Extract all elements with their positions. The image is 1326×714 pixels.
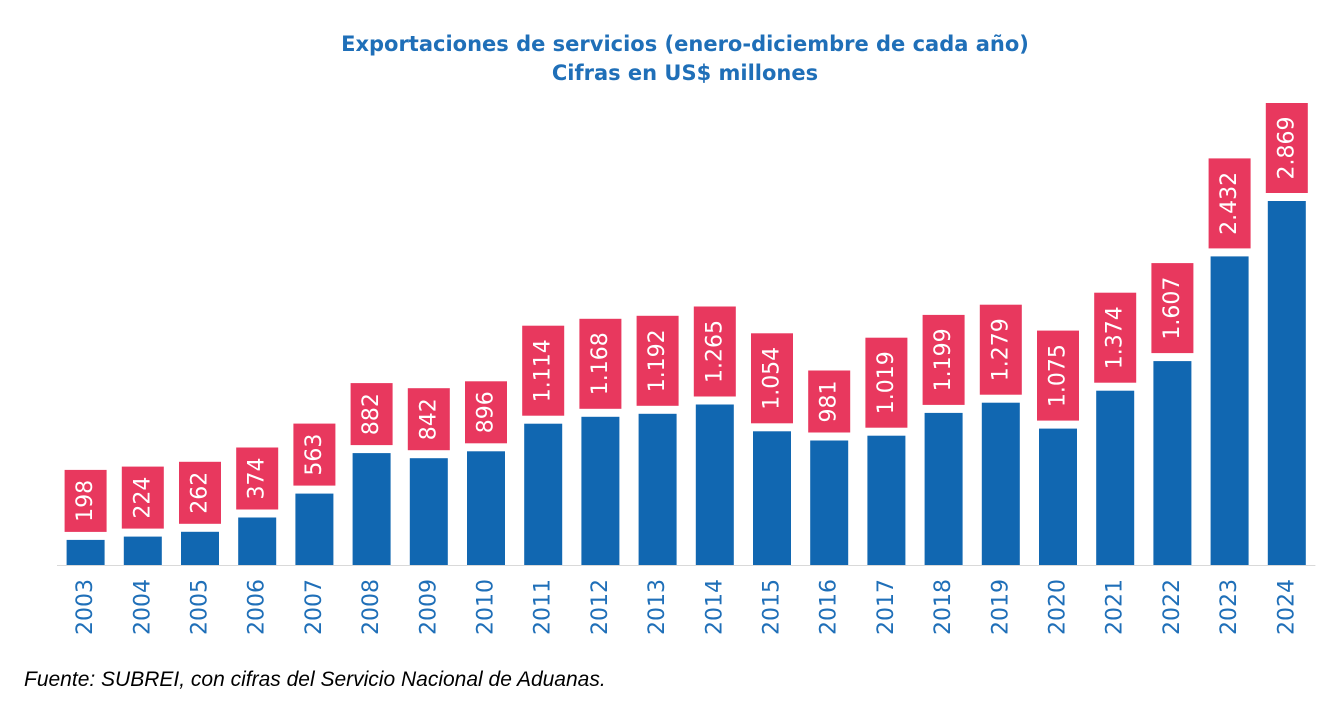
x-tick-label-2022: 2022 bbox=[1160, 579, 1185, 635]
data-label-box-2022 bbox=[1151, 263, 1194, 354]
bar-2007 bbox=[295, 493, 334, 565]
x-tick-label-2017: 2017 bbox=[874, 579, 899, 635]
data-label-2023: 2.432 bbox=[1217, 172, 1242, 235]
data-label-box-2014 bbox=[693, 306, 736, 397]
bar-2023 bbox=[1210, 256, 1249, 565]
data-label-box-2020 bbox=[1037, 330, 1079, 421]
bar-2004 bbox=[123, 536, 162, 565]
x-tick-label-2014: 2014 bbox=[702, 579, 727, 635]
x-tick-label-2012: 2012 bbox=[588, 579, 613, 635]
x-tick-label-2007: 2007 bbox=[302, 579, 327, 635]
bar-2013 bbox=[638, 413, 677, 565]
data-label-2015: 1.054 bbox=[760, 347, 785, 410]
data-label-box-2004 bbox=[121, 466, 164, 529]
data-label-box-2003 bbox=[64, 469, 107, 532]
x-tick-label-2023: 2023 bbox=[1217, 579, 1242, 635]
data-label-2018: 1.199 bbox=[931, 328, 956, 391]
bar-chart: 198 2003 224 2004 262 2005 374 2006 563 2007 882 20… bbox=[57, 103, 1316, 635]
data-label-2005: 262 bbox=[188, 472, 213, 514]
data-label-2021: 1.374 bbox=[1103, 306, 1128, 369]
data-label-box-2013 bbox=[636, 315, 679, 406]
data-label-box-2017 bbox=[865, 337, 908, 428]
chart-title: Exportaciones de servicios (enero-diciem… bbox=[341, 32, 1029, 56]
data-label-2010: 896 bbox=[474, 391, 499, 433]
data-label-2022: 1.607 bbox=[1160, 277, 1185, 340]
data-label-box-2019 bbox=[979, 304, 1022, 395]
x-tick-label-2005: 2005 bbox=[188, 579, 213, 635]
data-label-2009: 842 bbox=[416, 398, 441, 440]
bar-2024 bbox=[1267, 201, 1306, 565]
data-label-box-2015 bbox=[751, 333, 793, 424]
data-label-box-2023 bbox=[1208, 158, 1251, 249]
x-tick-label-2009: 2009 bbox=[416, 579, 441, 635]
bar-2010 bbox=[467, 451, 505, 565]
data-label-box-2009 bbox=[407, 388, 450, 451]
x-tick-label-2020: 2020 bbox=[1046, 579, 1071, 635]
bar-2022 bbox=[1153, 361, 1192, 565]
data-label-2020: 1.075 bbox=[1046, 344, 1071, 407]
data-label-2012: 1.168 bbox=[588, 332, 613, 395]
data-label-2024: 2.869 bbox=[1274, 117, 1299, 180]
x-tick-label-2015: 2015 bbox=[760, 579, 785, 635]
bar-2006 bbox=[238, 517, 277, 565]
x-tick-label-2008: 2008 bbox=[359, 579, 384, 635]
data-label-box-2010 bbox=[465, 381, 507, 444]
bar-2012 bbox=[581, 416, 620, 565]
data-label-2013: 1.192 bbox=[645, 329, 670, 392]
data-label-box-2018 bbox=[922, 314, 965, 405]
x-tick-label-2018: 2018 bbox=[931, 579, 956, 635]
x-tick-label-2011: 2011 bbox=[531, 579, 556, 635]
bar-2021 bbox=[1096, 390, 1135, 565]
data-label-box-2016 bbox=[808, 370, 851, 433]
data-label-2004: 224 bbox=[130, 477, 155, 519]
bar-2009 bbox=[409, 458, 448, 565]
data-label-box-2008 bbox=[350, 383, 393, 446]
x-tick-label-2016: 2016 bbox=[817, 579, 842, 635]
bar-2015 bbox=[753, 431, 791, 565]
data-label-box-2006 bbox=[236, 447, 279, 510]
data-label-box-2021 bbox=[1094, 292, 1137, 383]
data-label-2011: 1.114 bbox=[531, 339, 556, 402]
data-label-2014: 1.265 bbox=[702, 320, 727, 383]
data-label-2019: 1.279 bbox=[988, 318, 1013, 381]
bar-2014 bbox=[695, 404, 734, 565]
x-tick-label-2003: 2003 bbox=[73, 579, 98, 635]
data-label-box-2011 bbox=[522, 325, 565, 416]
bar-2020 bbox=[1039, 428, 1077, 565]
bar-2019 bbox=[981, 402, 1020, 565]
data-label-box-2007 bbox=[293, 423, 336, 486]
chart-subtitle: Cifras en US$ millones bbox=[551, 61, 819, 85]
data-label-2006: 374 bbox=[245, 458, 270, 500]
x-tick-label-2010: 2010 bbox=[474, 579, 499, 635]
data-label-box-2005 bbox=[179, 461, 221, 524]
data-label-box-2024 bbox=[1265, 103, 1308, 193]
data-label-2016: 981 bbox=[817, 381, 842, 423]
bar-2005 bbox=[181, 531, 219, 565]
data-label-2017: 1.019 bbox=[874, 351, 899, 414]
chart-title-block: Exportaciones de servicios (enero-diciem… bbox=[0, 30, 1326, 88]
x-tick-label-2013: 2013 bbox=[645, 579, 670, 635]
x-tick-label-2021: 2021 bbox=[1103, 579, 1128, 635]
data-label-2003: 198 bbox=[73, 480, 98, 522]
bar-2017 bbox=[867, 435, 906, 565]
bar-2016 bbox=[810, 440, 849, 565]
x-tick-label-2024: 2024 bbox=[1274, 579, 1299, 635]
x-tick-label-2019: 2019 bbox=[988, 579, 1013, 635]
data-label-2008: 882 bbox=[359, 393, 384, 435]
x-tick-label-2006: 2006 bbox=[245, 579, 270, 635]
x-tick-label-2004: 2004 bbox=[130, 579, 155, 635]
bar-2011 bbox=[524, 423, 563, 565]
bar-2003 bbox=[66, 539, 105, 565]
bar-2008 bbox=[352, 453, 391, 565]
bar-2018 bbox=[924, 412, 963, 565]
source-note: Fuente: SUBREI, con cifras del Servicio … bbox=[24, 668, 606, 691]
data-label-2007: 563 bbox=[302, 434, 327, 476]
data-label-box-2012 bbox=[579, 318, 622, 409]
